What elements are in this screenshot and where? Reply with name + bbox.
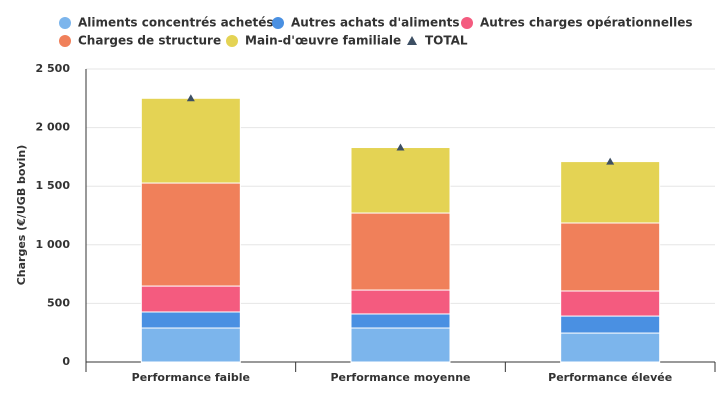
- legend-label: Autres charges opérationnelles: [480, 16, 692, 30]
- bar-segment: [560, 332, 661, 363]
- bar-segment: [350, 327, 451, 363]
- x-tick-label: Performance faible: [132, 371, 250, 384]
- bar-segment: [350, 212, 451, 291]
- bar-segment: [140, 285, 241, 313]
- y-tick-label: 0: [62, 355, 70, 368]
- legend-label: Aliments concentrés achetés: [78, 16, 273, 30]
- bar-segment: [140, 182, 241, 287]
- legend-marker: [59, 17, 71, 29]
- y-tick-label: 1 000: [36, 238, 71, 251]
- legend-marker: [461, 17, 473, 29]
- legend-marker: [226, 35, 238, 47]
- y-tick-label: 2 500: [36, 62, 71, 75]
- bar-segment: [560, 222, 661, 292]
- x-tick-label: Performance élevée: [548, 371, 672, 384]
- legend-marker: [272, 17, 284, 29]
- total-marker: [606, 157, 615, 165]
- bar-segment: [350, 289, 451, 315]
- bar-segment: [350, 313, 451, 329]
- y-tick-label: 2 000: [36, 121, 71, 134]
- total-marker: [186, 94, 195, 102]
- legend-marker: [407, 36, 417, 45]
- bar-segment: [140, 311, 241, 329]
- bar-segment: [560, 290, 661, 317]
- legend-label: Main-d'œuvre familiale: [245, 34, 401, 48]
- total-marker: [396, 143, 405, 151]
- legend-label: Autres achats d'aliments: [291, 16, 460, 30]
- bar-segment: [140, 327, 241, 363]
- bar-segment: [560, 161, 661, 224]
- legend: Aliments concentrés achetés Autres achats…: [59, 16, 692, 48]
- bar-segment: [350, 147, 451, 214]
- bar-segment: [140, 97, 241, 184]
- legend-label: TOTAL: [425, 34, 468, 48]
- legend-label: Charges de structure: [78, 34, 221, 48]
- y-tick-label: 1 500: [36, 179, 71, 192]
- bar-segment: [560, 315, 661, 334]
- x-tick-label: Performance moyenne: [330, 371, 470, 384]
- legend-marker: [59, 35, 71, 47]
- y-tick-label: 500: [47, 296, 70, 309]
- y-axis-title: Charges (€/UGB bovin): [15, 145, 28, 286]
